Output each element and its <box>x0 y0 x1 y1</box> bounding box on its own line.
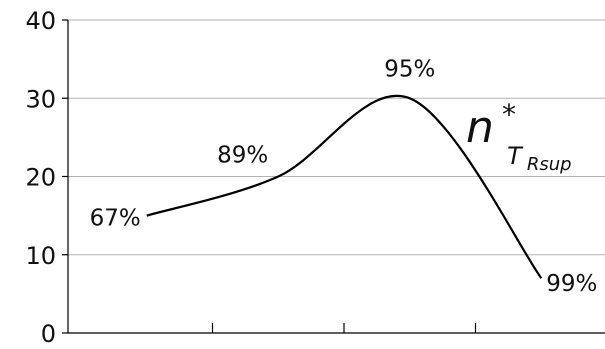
data-label: 99% <box>546 271 597 297</box>
axes: 0 10 20 30 40 <box>25 7 605 348</box>
y-tick-label: 10 <box>25 242 56 270</box>
data-label: 89% <box>217 143 268 169</box>
series-line <box>146 94 543 279</box>
annotation-superscript: * <box>502 98 516 131</box>
y-tick-label: 40 <box>25 7 56 35</box>
annotation-subscript: T <box>507 142 524 170</box>
chart-annotation: n * T Rsup <box>466 98 572 175</box>
grid-lines <box>68 19 605 256</box>
data-label: 95% <box>384 56 435 82</box>
y-tick-label: 0 <box>41 320 56 348</box>
data-labels: 67% 89% 95% 99% <box>90 56 598 297</box>
annotation-base: n <box>466 102 494 153</box>
y-tick-label: 30 <box>25 85 56 113</box>
series <box>146 94 543 279</box>
y-tick-label: 20 <box>25 164 56 192</box>
data-label: 67% <box>90 206 141 232</box>
annotation-sub-subscript: Rsup <box>527 154 572 175</box>
